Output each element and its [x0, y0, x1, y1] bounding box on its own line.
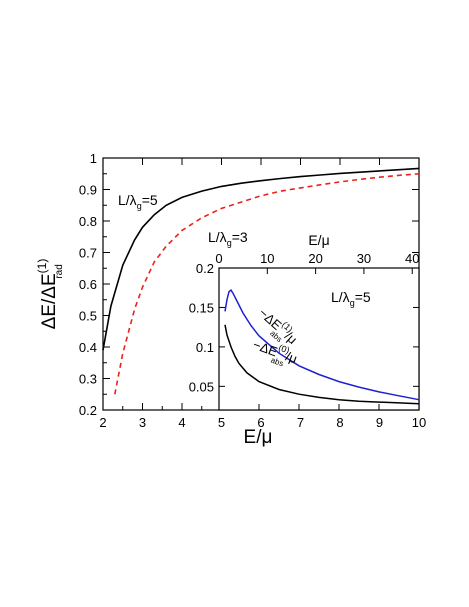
y-tick-label-6: 0.8 — [79, 214, 97, 229]
svg-text:ΔE/ΔE(1)rad: ΔE/ΔE(1) rad — [35, 259, 65, 330]
x-tick-label-3: 5 — [218, 415, 225, 430]
x-axis-label: E/μ — [244, 427, 273, 448]
inset-top-x-tick-label-2: 20 — [308, 251, 322, 266]
annotation-l5-main: L/λ — [118, 192, 137, 208]
inset-series — [224, 288, 420, 405]
inset-top-x-axis-label: E/μ — [308, 232, 329, 248]
annotation-l5-sub: g — [137, 201, 142, 211]
inset-ticks: 0 10 20 30 40 0.05 0.1 0.15 0.2 — [189, 251, 420, 410]
y-tick-label-3: 0.5 — [79, 309, 97, 324]
inset-annotation-l5-sub: g — [350, 298, 355, 308]
annotation-l3: L/λg=3 — [208, 229, 248, 248]
inset-y-tick-label-3: 0.2 — [196, 261, 214, 276]
inset-y-tick-label-1: 0.1 — [196, 340, 214, 355]
main-ticks: 2 3 4 5 6 7 8 9 10 0.2 0.3 0.4 0.5 0.6 0.7 0.8 0.9 1 — [79, 151, 426, 430]
x-tick-label-4: 6 — [257, 415, 264, 430]
inset-annotation-de0-sup: (0) — [277, 342, 291, 355]
inset-top-x-tick-label-4: 40 — [405, 251, 419, 266]
inset-plot-frame — [218, 267, 420, 411]
inset-plot-background — [219, 268, 419, 410]
inset-annotation-l5-rest: =5 — [355, 289, 371, 305]
x-tick-label-5: 7 — [297, 415, 304, 430]
inset-annotation-de0-suffix: /μ — [284, 349, 300, 367]
annotation-l3-main: L/λ — [208, 229, 227, 245]
x-tick-label-8: 10 — [412, 415, 426, 430]
inset-series-line-1 — [224, 324, 420, 405]
inset-annotation-l5-main: L/λ — [331, 289, 350, 305]
x-tick-label-1: 3 — [139, 415, 146, 430]
y-axis-label-sup: (1) — [35, 259, 49, 274]
y-tick-label-0: 0.2 — [79, 403, 97, 418]
x-tick-label-0: 2 — [99, 415, 106, 430]
y-tick-label-7: 0.9 — [79, 183, 97, 198]
y-tick-label-2: 0.4 — [79, 340, 97, 355]
y-tick-label-5: 0.7 — [79, 246, 97, 261]
annotation-l3-sub: g — [227, 238, 232, 248]
y-axis-label-sub: rad — [54, 264, 65, 278]
x-tick-label-6: 8 — [336, 415, 343, 430]
inset-top-x-tick-label-1: 10 — [260, 251, 274, 266]
y-axis-label: ΔE/ΔE(1) rad — [35, 259, 65, 330]
y-tick-label-1: 0.3 — [79, 372, 97, 387]
main-series-line-0 — [102, 167, 420, 351]
y-tick-label-8: 1 — [90, 151, 97, 166]
x-tick-label-2: 4 — [178, 415, 185, 430]
x-tick-label-7: 9 — [376, 415, 383, 430]
annotation-l3-rest: =3 — [232, 229, 248, 245]
main-series-line-1 — [114, 173, 420, 395]
inset-y-tick-label-0: 0.05 — [189, 379, 214, 394]
inset-y-tick-label-2: 0.15 — [189, 300, 214, 315]
inset-top-x-tick-label-0: 0 — [215, 251, 222, 266]
annotation-l5: L/λg=5 — [118, 192, 158, 211]
inset-top-x-tick-label-3: 30 — [357, 251, 371, 266]
inset-annotation-l5: L/λg=5 — [331, 289, 371, 308]
annotation-l5-rest: =5 — [142, 192, 158, 208]
y-tick-label-4: 0.6 — [79, 277, 97, 292]
y-axis-label-main: ΔE/ΔE — [39, 273, 60, 329]
inset-annotation-de0-sub: abs — [270, 356, 285, 369]
main-series — [102, 167, 420, 395]
inset-series-line-0 — [224, 288, 420, 401]
